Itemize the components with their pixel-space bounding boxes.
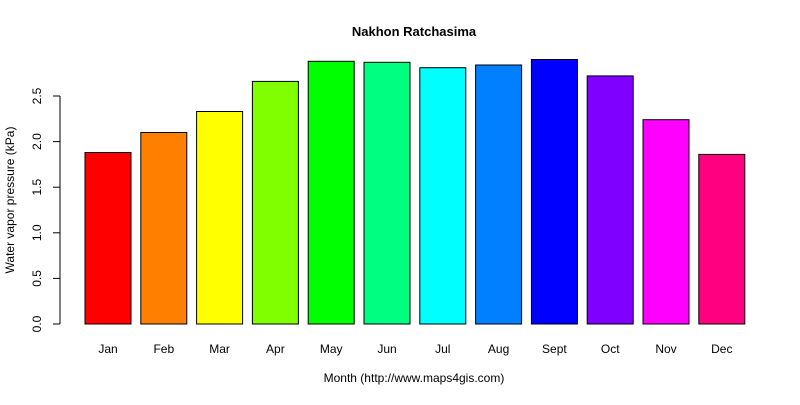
bar-aug	[475, 64, 523, 325]
x-tick-label-sept: Sept	[542, 342, 567, 356]
y-tick-label: 2.0	[30, 133, 44, 150]
y-tick-label: 0.5	[30, 270, 44, 287]
bar-jul	[419, 67, 467, 325]
y-tick-label: 2.5	[30, 87, 44, 104]
y-axis: 0.0 0.5 1.0 1.5 2.0 2.5	[30, 87, 61, 332]
bars-group	[84, 59, 746, 325]
x-tick-label-aug: Aug	[488, 342, 509, 356]
bar-dec	[698, 153, 746, 325]
x-tick-label-jul: Jul	[435, 342, 450, 356]
x-tick-label-oct: Oct	[601, 342, 620, 356]
bar-mar	[196, 111, 244, 325]
bar-apr	[251, 80, 299, 325]
y-axis-label: Water vapor pressure (kPa)	[3, 127, 17, 274]
y-tick-label: 1.5	[30, 179, 44, 196]
x-tick-label-mar: Mar	[209, 342, 230, 356]
x-tick-label-apr: Apr	[266, 342, 285, 356]
chart-title: Nakhon Ratchasima	[352, 24, 477, 39]
bar-jan	[84, 152, 132, 325]
bar-nov	[642, 119, 690, 325]
bar-oct	[586, 75, 634, 325]
bar-sept	[530, 59, 578, 325]
x-tick-label-jun: Jun	[377, 342, 396, 356]
bar-may	[307, 60, 355, 325]
bar-jun	[363, 61, 411, 325]
y-tick-label: 0.0	[30, 315, 44, 332]
y-tick-label: 1.0	[30, 224, 44, 241]
x-tick-label-nov: Nov	[655, 342, 676, 356]
x-tick-label-jan: Jan	[98, 342, 117, 356]
bar-feb	[140, 132, 188, 325]
x-tick-label-may: May	[320, 342, 343, 356]
x-axis-label: Month (http://www.maps4gis.com)	[324, 371, 505, 385]
x-tick-label-feb: Feb	[153, 342, 174, 356]
x-tick-labels: Jan Feb Mar Apr May Jun Jul Aug Sept Oct Nov Dec	[98, 342, 732, 356]
x-tick-label-dec: Dec	[711, 342, 732, 356]
